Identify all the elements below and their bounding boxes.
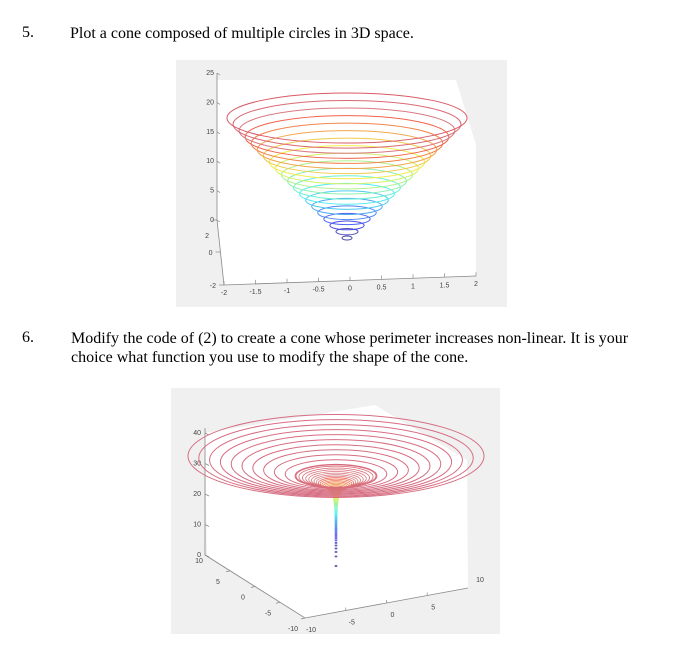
svg-text:-2: -2: [221, 290, 227, 297]
svg-text:0: 0: [241, 595, 245, 602]
linear-cone-plot: 0 5 10 15 20 25 -2 0 2 -2 -1.5 -1 -0.5 0 0.5 1 1.5 2: [205, 70, 478, 297]
question-5-number: 5.: [22, 24, 34, 41]
svg-text:2: 2: [205, 233, 209, 240]
svg-text:30: 30: [193, 461, 201, 468]
svg-text:0.5: 0.5: [377, 285, 387, 292]
svg-text:20: 20: [193, 491, 201, 498]
question-5-text: Plot a cone composed of multiple circles…: [70, 25, 414, 42]
svg-text:-0.5: -0.5: [312, 287, 324, 294]
question-6-number: 6.: [22, 329, 34, 346]
svg-text:-10: -10: [306, 627, 316, 634]
svg-text:-2: -2: [210, 283, 216, 290]
svg-text:10: 10: [206, 158, 214, 165]
svg-text:5: 5: [216, 579, 220, 586]
figure-linear-cone: 0 5 10 15 20 25 -2 0 2 -2 -1.5 -1 -0.5 0 0.5 1 1.5 2: [176, 60, 507, 307]
svg-text:5: 5: [210, 188, 214, 195]
svg-text:1: 1: [411, 283, 415, 290]
svg-text:1.5: 1.5: [440, 282, 450, 289]
svg-text:0: 0: [391, 612, 395, 619]
svg-text:-5: -5: [265, 610, 271, 617]
svg-text:2: 2: [474, 281, 478, 288]
question-6-text-line2: choice what function you use to modify t…: [71, 349, 469, 366]
svg-text:0: 0: [197, 552, 201, 559]
svg-text:-1: -1: [284, 288, 290, 295]
svg-text:10: 10: [476, 577, 484, 584]
svg-text:20: 20: [206, 99, 214, 106]
svg-text:0: 0: [348, 286, 352, 293]
svg-text:-5: -5: [349, 620, 355, 627]
svg-text:0: 0: [209, 250, 213, 257]
svg-text:40: 40: [193, 430, 201, 437]
svg-text:0: 0: [210, 217, 214, 224]
svg-text:10: 10: [193, 522, 201, 529]
svg-text:-1.5: -1.5: [249, 289, 261, 296]
svg-text:10: 10: [195, 558, 203, 565]
question-6-text-line1: Modify the code of (2) to create a cone …: [71, 330, 629, 347]
svg-text:25: 25: [206, 70, 214, 77]
figure-nonlinear-cone: 0 10 20 30 40 10 5 0 -5 -10 -10 -5 0 5 10: [171, 388, 500, 634]
svg-text:5: 5: [431, 605, 435, 612]
svg-text:-10: -10: [288, 626, 298, 633]
svg-text:15: 15: [206, 129, 214, 136]
